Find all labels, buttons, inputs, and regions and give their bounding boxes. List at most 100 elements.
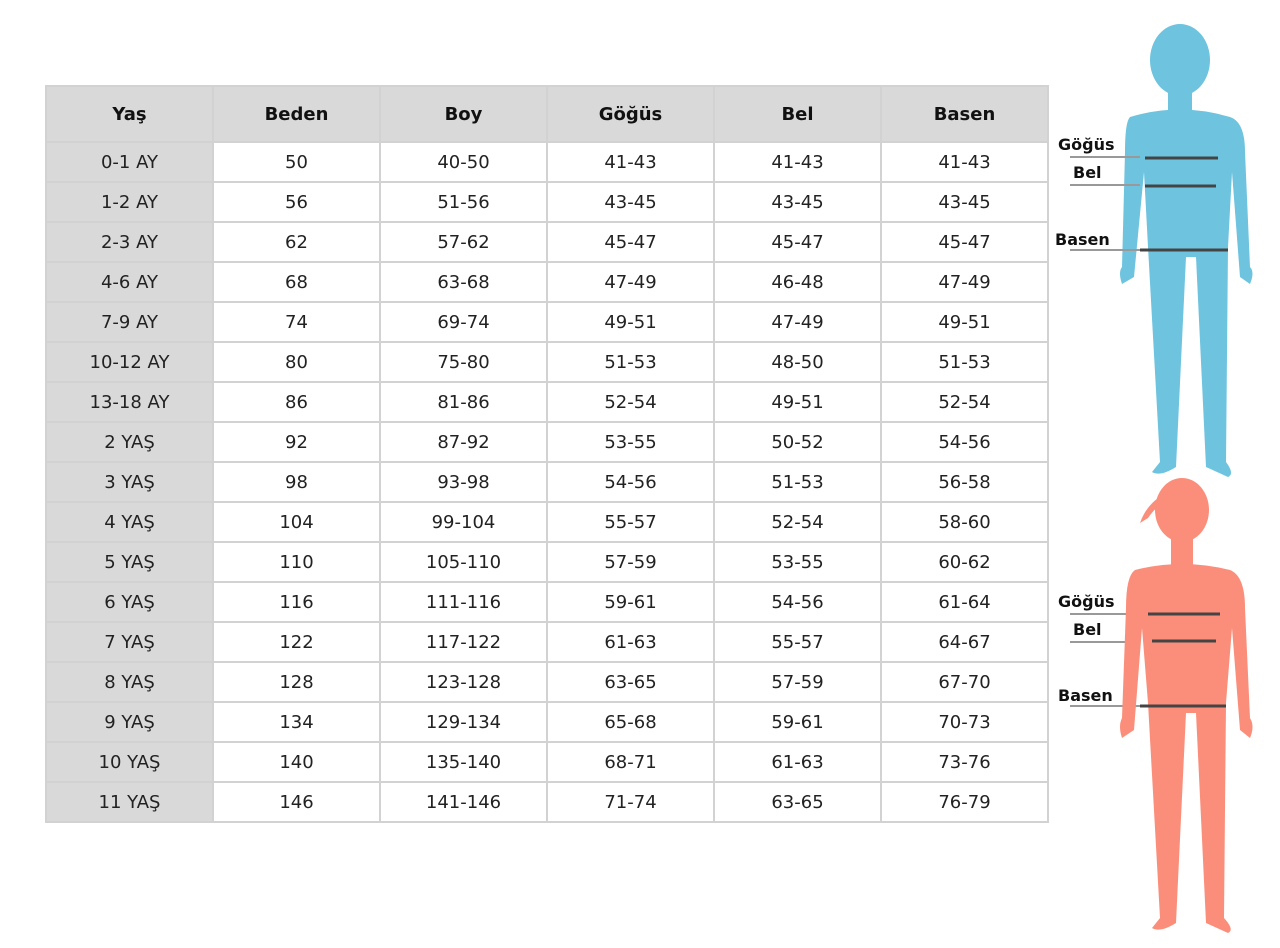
table-cell: 51-53	[546, 341, 715, 383]
table-cell: 122	[212, 621, 381, 663]
table-cell: 87-92	[379, 421, 548, 463]
table-cell: 52-54	[880, 381, 1049, 423]
table-cell: 51-53	[880, 341, 1049, 383]
table-row: 7 YAŞ 122 117-122 61-63 55-57 64-67	[45, 621, 1049, 663]
table-cell: 110	[212, 541, 381, 583]
table-row: 11 YAŞ 146 141-146 71-74 63-65 76-79	[45, 781, 1049, 823]
table-cell: 55-57	[546, 501, 715, 543]
girl-chest-label: Göğüs	[1058, 592, 1115, 611]
table-cell: 49-51	[546, 301, 715, 343]
table-cell: 116	[212, 581, 381, 623]
table-cell: 68-71	[546, 741, 715, 783]
age-cell: 0-1 AY	[45, 141, 214, 183]
column-header: Yaş	[45, 85, 214, 143]
age-cell: 7 YAŞ	[45, 621, 214, 663]
table-cell: 50-52	[713, 421, 882, 463]
table-cell: 123-128	[379, 661, 548, 703]
age-cell: 9 YAŞ	[45, 701, 214, 743]
girl-waist-label: Bel	[1073, 620, 1102, 639]
age-cell: 4-6 AY	[45, 261, 214, 303]
table-cell: 48-50	[713, 341, 882, 383]
table-cell: 93-98	[379, 461, 548, 503]
table-cell: 75-80	[379, 341, 548, 383]
table-cell: 117-122	[379, 621, 548, 663]
table-cell: 60-62	[880, 541, 1049, 583]
table-cell: 61-63	[713, 741, 882, 783]
table-cell: 57-59	[713, 661, 882, 703]
column-header: Beden	[212, 85, 381, 143]
table-cell: 80	[212, 341, 381, 383]
table-cell: 45-47	[546, 221, 715, 263]
table-cell: 51-53	[713, 461, 882, 503]
table-cell: 86	[212, 381, 381, 423]
table-cell: 69-74	[379, 301, 548, 343]
table-row: 13-18 AY 86 81-86 52-54 49-51 52-54	[45, 381, 1049, 423]
table-row: 1-2 AY 56 51-56 43-45 43-45 43-45	[45, 181, 1049, 223]
age-cell: 13-18 AY	[45, 381, 214, 423]
table-cell: 41-43	[713, 141, 882, 183]
table-cell: 67-70	[880, 661, 1049, 703]
girl-silhouette	[1120, 478, 1253, 933]
table-cell: 43-45	[880, 181, 1049, 223]
table-row: 6 YAŞ 116 111-116 59-61 54-56 61-64	[45, 581, 1049, 623]
table-row: 9 YAŞ 134 129-134 65-68 59-61 70-73	[45, 701, 1049, 743]
size-chart-table: Yaş Beden Boy Göğüs Bel Basen 0-1 AY 50 40-50 41…	[45, 85, 1049, 823]
girl-hip-label: Basen	[1058, 686, 1113, 705]
table-cell: 41-43	[880, 141, 1049, 183]
boy-waist-label: Bel	[1073, 163, 1102, 182]
table-cell: 63-65	[713, 781, 882, 823]
column-header: Göğüs	[546, 85, 715, 143]
age-cell: 8 YAŞ	[45, 661, 214, 703]
table-cell: 54-56	[880, 421, 1049, 463]
column-header: Boy	[379, 85, 548, 143]
table-cell: 47-49	[546, 261, 715, 303]
table-cell: 104	[212, 501, 381, 543]
table-cell: 59-61	[546, 581, 715, 623]
table-cell: 63-68	[379, 261, 548, 303]
table-cell: 41-43	[546, 141, 715, 183]
table-cell: 43-45	[546, 181, 715, 223]
table-cell: 99-104	[379, 501, 548, 543]
table-cell: 71-74	[546, 781, 715, 823]
table-cell: 62	[212, 221, 381, 263]
table-cell: 98	[212, 461, 381, 503]
table-row: 5 YAŞ 110 105-110 57-59 53-55 60-62	[45, 541, 1049, 583]
age-cell: 5 YAŞ	[45, 541, 214, 583]
table-row: 0-1 AY 50 40-50 41-43 41-43 41-43	[45, 141, 1049, 183]
age-cell: 4 YAŞ	[45, 501, 214, 543]
age-cell: 7-9 AY	[45, 301, 214, 343]
table-cell: 52-54	[713, 501, 882, 543]
table-cell: 135-140	[379, 741, 548, 783]
table-cell: 57-59	[546, 541, 715, 583]
table-cell: 129-134	[379, 701, 548, 743]
table-cell: 53-55	[546, 421, 715, 463]
table-row: 4-6 AY 68 63-68 47-49 46-48 47-49	[45, 261, 1049, 303]
table-cell: 49-51	[713, 381, 882, 423]
column-header: Bel	[713, 85, 882, 143]
table-cell: 61-64	[880, 581, 1049, 623]
table-row: 3 YAŞ 98 93-98 54-56 51-53 56-58	[45, 461, 1049, 503]
table-cell: 81-86	[379, 381, 548, 423]
table-row: 8 YAŞ 128 123-128 63-65 57-59 67-70	[45, 661, 1049, 703]
table-cell: 55-57	[713, 621, 882, 663]
table-cell: 57-62	[379, 221, 548, 263]
table-cell: 76-79	[880, 781, 1049, 823]
table-cell: 61-63	[546, 621, 715, 663]
age-cell: 10-12 AY	[45, 341, 214, 383]
table-cell: 58-60	[880, 501, 1049, 543]
table-cell: 49-51	[880, 301, 1049, 343]
boy-chest-label: Göğüs	[1058, 135, 1115, 154]
table-cell: 140	[212, 741, 381, 783]
table-cell: 45-47	[713, 221, 882, 263]
table-cell: 56	[212, 181, 381, 223]
age-cell: 10 YAŞ	[45, 741, 214, 783]
table-cell: 56-58	[880, 461, 1049, 503]
boy-silhouette	[1120, 24, 1253, 477]
table-cell: 63-65	[546, 661, 715, 703]
table-cell: 141-146	[379, 781, 548, 823]
table-cell: 64-67	[880, 621, 1049, 663]
table-cell: 59-61	[713, 701, 882, 743]
header-row: Yaş Beden Boy Göğüs Bel Basen	[45, 85, 1049, 143]
table-cell: 47-49	[713, 301, 882, 343]
table-cell: 105-110	[379, 541, 548, 583]
